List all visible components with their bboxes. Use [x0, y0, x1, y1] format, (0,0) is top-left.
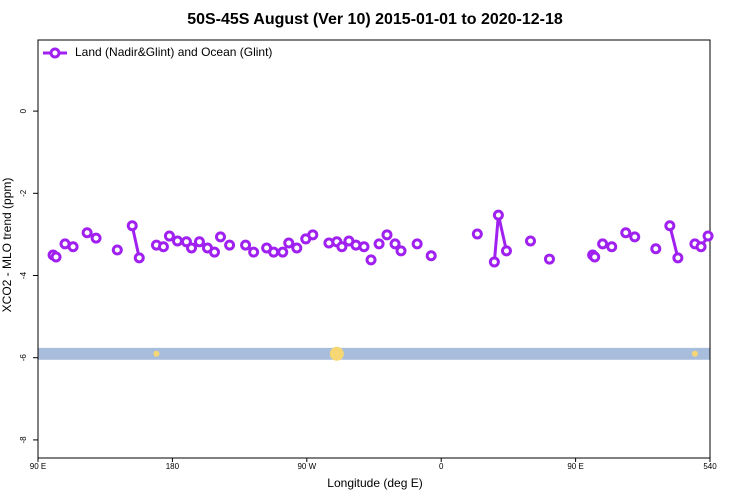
data-point — [186, 242, 198, 254]
data-point — [157, 241, 169, 253]
band-point — [329, 346, 344, 361]
series-line — [668, 225, 680, 259]
data-point — [543, 253, 555, 265]
data-point — [695, 241, 707, 253]
data-point — [81, 227, 93, 239]
x-tick-label: 90 E — [30, 462, 46, 471]
data-point — [411, 238, 423, 250]
data-point — [365, 254, 377, 266]
band-point — [153, 350, 160, 357]
legend-label: Land (Nadir&Glint) and Ocean (Glint) — [75, 45, 272, 59]
data-point — [268, 246, 280, 258]
data-point — [629, 231, 641, 243]
data-point — [67, 241, 79, 253]
y-tick-label: -6 — [19, 354, 28, 362]
data-point — [395, 245, 407, 257]
data-point — [620, 227, 632, 239]
data-point — [214, 231, 226, 243]
data-point — [163, 230, 175, 242]
data-point — [193, 236, 205, 248]
data-point — [90, 232, 102, 244]
y-axis-label: XCO2 - MLO trend (ppm) — [0, 178, 14, 313]
band-point — [691, 350, 698, 357]
data-point — [650, 243, 662, 255]
data-point — [389, 238, 401, 250]
data-point — [133, 252, 145, 264]
data-point — [471, 228, 483, 240]
data-point — [425, 250, 437, 262]
data-point — [702, 230, 714, 242]
data-point — [171, 235, 183, 247]
data-point — [597, 238, 609, 250]
data-point — [664, 220, 676, 232]
y-tick-label: -4 — [19, 271, 28, 279]
data-point — [126, 220, 138, 232]
x-tick-label: 90 E — [567, 462, 583, 471]
data-point — [381, 229, 393, 241]
data-point — [358, 241, 370, 253]
y-tick-label: 0 — [19, 108, 28, 113]
band — [38, 347, 710, 360]
data-point — [307, 229, 319, 241]
data-point — [373, 238, 385, 250]
chart-title: 50S-45S August (Ver 10) 2015-01-01 to 20… — [187, 11, 563, 28]
data-point — [209, 246, 221, 258]
x-tick-label: 180 — [166, 462, 180, 471]
data-point — [240, 239, 252, 251]
data-point — [672, 252, 684, 264]
y-tick-label: -8 — [19, 436, 28, 444]
data-point — [606, 241, 618, 253]
data-point — [488, 256, 500, 268]
data-point — [224, 239, 236, 251]
x-tick-label: 540 — [703, 462, 717, 471]
data-point — [336, 241, 348, 253]
data-point — [50, 251, 62, 263]
x-axis-label: Longitude (deg E) — [327, 476, 422, 490]
data-point — [500, 245, 512, 257]
data-point — [248, 246, 260, 258]
data-point — [277, 246, 289, 258]
legend-marker — [49, 47, 61, 59]
data-point — [283, 237, 295, 249]
y-tick-label: -2 — [19, 189, 28, 197]
data-point — [291, 242, 303, 254]
x-tick-label: 90 W — [297, 462, 316, 471]
data-point — [525, 235, 537, 247]
data-point — [492, 209, 504, 221]
x-tick-label: 0 — [439, 462, 444, 471]
plot-frame — [37, 39, 711, 459]
data-point — [589, 251, 601, 263]
data-point — [111, 244, 123, 256]
